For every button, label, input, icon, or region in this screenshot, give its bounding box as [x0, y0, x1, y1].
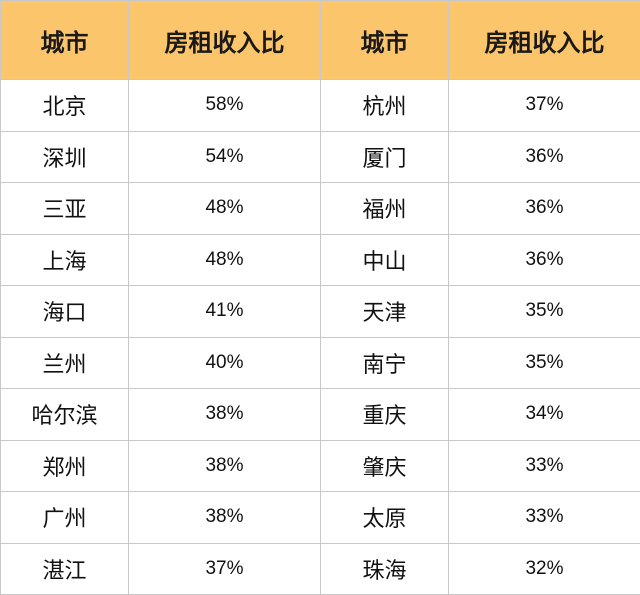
- city-cell: 肇庆: [321, 440, 449, 492]
- city-cell: 海口: [1, 286, 129, 338]
- ratio-cell: 41%: [129, 286, 321, 338]
- ratio-cell: 32%: [449, 543, 640, 595]
- ratio-cell: 38%: [129, 389, 321, 441]
- ratio-cell: 33%: [449, 492, 640, 544]
- ratio-cell: 38%: [129, 440, 321, 492]
- city-cell: 哈尔滨: [1, 389, 129, 441]
- city-cell: 天津: [321, 286, 449, 338]
- city-cell: 福州: [321, 183, 449, 235]
- city-cell: 三亚: [1, 183, 129, 235]
- ratio-cell: 40%: [129, 337, 321, 389]
- ratio-cell: 33%: [449, 440, 640, 492]
- city-cell: 北京: [1, 80, 129, 132]
- header-ratio-right: 房租收入比: [449, 1, 640, 80]
- table-row: 海口 41% 天津 35%: [1, 286, 640, 338]
- city-cell: 兰州: [1, 337, 129, 389]
- ratio-cell: 48%: [129, 234, 321, 286]
- city-cell: 湛江: [1, 543, 129, 595]
- city-cell: 珠海: [321, 543, 449, 595]
- header-city-left: 城市: [1, 1, 129, 80]
- city-cell: 杭州: [321, 80, 449, 132]
- city-cell: 广州: [1, 492, 129, 544]
- ratio-cell: 48%: [129, 183, 321, 235]
- ratio-cell: 54%: [129, 131, 321, 183]
- header-row: 城市 房租收入比 城市 房租收入比: [1, 1, 640, 80]
- table-row: 兰州 40% 南宁 35%: [1, 337, 640, 389]
- city-cell: 太原: [321, 492, 449, 544]
- table-row: 三亚 48% 福州 36%: [1, 183, 640, 235]
- ratio-cell: 36%: [449, 131, 640, 183]
- table-row: 广州 38% 太原 33%: [1, 492, 640, 544]
- ratio-cell: 34%: [449, 389, 640, 441]
- ratio-cell: 58%: [129, 80, 321, 132]
- city-cell: 重庆: [321, 389, 449, 441]
- table-row: 郑州 38% 肇庆 33%: [1, 440, 640, 492]
- city-cell: 上海: [1, 234, 129, 286]
- table-row: 上海 48% 中山 36%: [1, 234, 640, 286]
- ratio-cell: 38%: [129, 492, 321, 544]
- city-cell: 南宁: [321, 337, 449, 389]
- ratio-cell: 37%: [129, 543, 321, 595]
- ratio-cell: 36%: [449, 183, 640, 235]
- table-header: 城市 房租收入比 城市 房租收入比: [1, 1, 640, 80]
- table-row: 深圳 54% 厦门 36%: [1, 131, 640, 183]
- table-row: 湛江 37% 珠海 32%: [1, 543, 640, 595]
- header-ratio-left: 房租收入比: [129, 1, 321, 80]
- ratio-cell: 36%: [449, 234, 640, 286]
- ratio-cell: 35%: [449, 337, 640, 389]
- ratio-cell: 37%: [449, 80, 640, 132]
- table-row: 北京 58% 杭州 37%: [1, 80, 640, 132]
- table-row: 哈尔滨 38% 重庆 34%: [1, 389, 640, 441]
- city-cell: 中山: [321, 234, 449, 286]
- city-cell: 郑州: [1, 440, 129, 492]
- table-body: 北京 58% 杭州 37% 深圳 54% 厦门 36% 三亚 48% 福州 36…: [1, 80, 640, 595]
- header-city-right: 城市: [321, 1, 449, 80]
- city-cell: 深圳: [1, 131, 129, 183]
- ratio-cell: 35%: [449, 286, 640, 338]
- city-cell: 厦门: [321, 131, 449, 183]
